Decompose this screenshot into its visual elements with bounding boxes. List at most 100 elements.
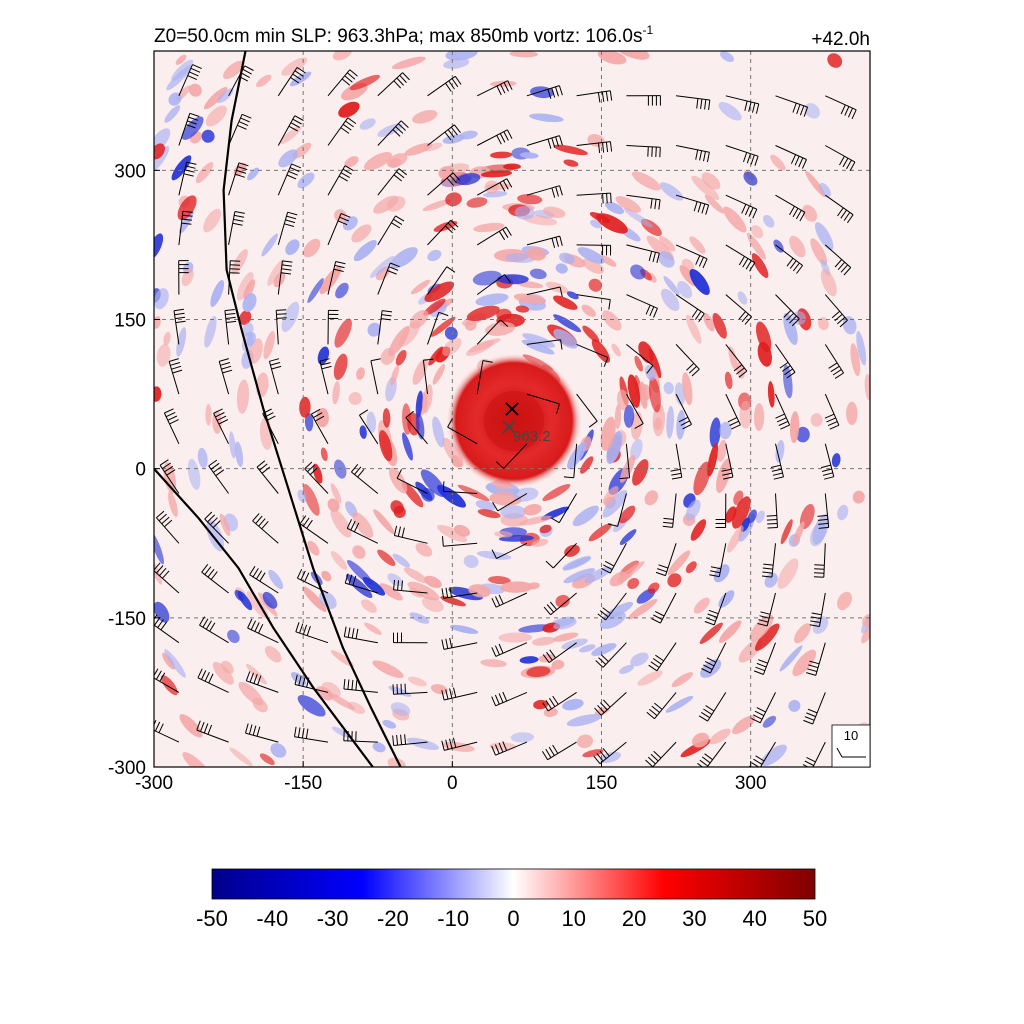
chart-title-left: Z0=50.0cm min SLP: 963.3hPa; max 850mb v…	[154, 23, 653, 47]
wind-barb-feather	[347, 117, 357, 125]
wind-barb-feather	[230, 260, 241, 262]
wind-barb-feather	[507, 80, 513, 90]
vorticity-cell	[219, 513, 231, 537]
wind-barb-feather	[175, 320, 186, 324]
vorticity-cell	[619, 529, 637, 545]
vorticity-cell	[210, 280, 225, 307]
vorticity-cell	[427, 249, 442, 262]
wind-barb-shaft	[825, 95, 857, 111]
vorticity-cell	[445, 192, 462, 207]
vorticity-cell	[330, 483, 342, 504]
vorticity-cell	[489, 742, 516, 751]
wind-barb-feather	[817, 514, 828, 517]
wind-barb-feather	[710, 570, 721, 574]
vorticity-cell	[423, 142, 443, 152]
wind-barb-feather	[500, 319, 509, 327]
vorticity-cell	[685, 499, 701, 521]
vorticity-cell	[442, 337, 462, 357]
vorticity-cell	[850, 343, 861, 377]
vorticity-cell	[638, 341, 654, 364]
wind-barb-feather	[445, 82, 452, 92]
wind-barb-feather	[258, 518, 266, 527]
wind-barb-feather	[344, 573, 349, 584]
wind-barb-feather	[827, 421, 838, 427]
wind-barb-feather	[446, 266, 456, 273]
y-tick-label: 150	[114, 311, 146, 332]
wind-barb-shaft	[327, 117, 349, 146]
vorticity-cell	[390, 365, 400, 386]
chart-title-left-main: Z0=50.0cm min SLP: 963.3hPa; max 850mb v…	[154, 26, 642, 47]
vorticity-cell	[349, 74, 380, 91]
wind-barb-shaft	[495, 642, 528, 657]
wind-barb-feather	[837, 261, 846, 271]
wind-barb-feather	[304, 572, 310, 582]
wind-barb-shaft	[495, 691, 528, 707]
colorbar-tick-label: -40	[256, 906, 288, 931]
vorticity-cell	[395, 349, 407, 366]
wind-barb-feather	[595, 660, 604, 668]
vorticity-cell	[566, 714, 602, 727]
wind-barb-shaft	[824, 493, 830, 528]
wind-barb-shaft	[377, 120, 402, 146]
vorticity-cell	[187, 458, 201, 490]
vorticity-cell	[307, 278, 324, 303]
wind-barb-feather	[757, 623, 768, 627]
wind-barb-shaft	[427, 219, 452, 246]
wind-barb-feather	[447, 222, 456, 231]
vorticity-cell	[553, 295, 578, 310]
wind-barb-shaft	[775, 294, 800, 320]
vorticity-cell	[485, 321, 516, 336]
wind-barb-feather	[204, 511, 213, 520]
wind-barb-feather	[284, 223, 295, 227]
wind-barb-feather	[795, 210, 802, 220]
wind-barbs	[154, 64, 857, 767]
wind-barb-shaft	[168, 361, 180, 395]
wind-barb-feather	[294, 726, 297, 737]
wind-barb-feather	[288, 170, 298, 176]
vorticity-cell	[663, 382, 674, 395]
vorticity-cell	[520, 152, 539, 159]
wind-barb-shaft	[526, 339, 561, 345]
wind-barb-feather	[306, 677, 310, 688]
vorticity-cell	[468, 584, 491, 598]
vorticity-cell	[582, 325, 600, 343]
wind-barb-shaft	[163, 412, 180, 445]
wind-barb-feather	[708, 99, 711, 110]
vorticity-cell	[410, 279, 431, 295]
vorticity-cell	[604, 201, 625, 215]
wind-barb-feather	[404, 683, 406, 694]
vorticity-cell	[330, 508, 352, 538]
wind-barb-feather	[302, 517, 310, 527]
wind-barb-feather	[307, 464, 316, 473]
wind-barb-feather	[559, 135, 563, 146]
vorticity-cell	[162, 652, 176, 670]
wind-barb-feather	[545, 748, 552, 758]
wind-barb-shaft	[707, 692, 727, 722]
wind-barb-feather	[776, 417, 787, 423]
wind-barb-shaft	[812, 741, 826, 767]
vorticity-cell	[164, 105, 181, 123]
wind-barb-feather	[846, 159, 852, 170]
wind-barb-feather	[294, 70, 304, 77]
wind-barb-feather	[165, 411, 176, 418]
wind-barb-feather	[338, 175, 348, 182]
wind-barb-feather	[491, 696, 497, 706]
vorticity-cell	[403, 567, 429, 584]
wind-barb-feather	[648, 251, 653, 262]
wind-barb-feather	[698, 715, 708, 722]
vorticity-cell	[663, 276, 680, 296]
wind-barb-feather	[381, 318, 392, 321]
wind-barb-feather	[834, 313, 843, 322]
wind-barb-feather	[346, 72, 356, 80]
x-tick-label: -150	[284, 773, 322, 794]
wind-barb-feather	[252, 725, 257, 736]
vorticity-cell	[812, 616, 829, 634]
wind-barb-shaft	[204, 518, 229, 544]
vorticity-cell	[488, 576, 511, 585]
vorticity-cell	[463, 555, 479, 568]
wind-barb-feather	[186, 161, 197, 165]
wind-barb-feather	[236, 169, 247, 174]
wind-barb-feather	[297, 727, 301, 738]
colorbar-tick-label: 20	[622, 906, 646, 931]
vorticity-cell	[362, 576, 386, 596]
